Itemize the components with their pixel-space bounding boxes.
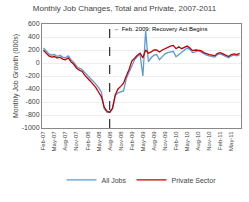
svg-text:Aug-07: Aug-07	[62, 131, 68, 151]
svg-text:← Feb. 2009: Recovery Act Begi: ← Feb. 2009: Recovery Act Begins	[114, 26, 207, 32]
svg-text:-400: -400	[26, 85, 40, 92]
svg-text:May-09: May-09	[140, 131, 146, 152]
svg-text:Feb-08: Feb-08	[85, 131, 91, 151]
svg-text:All Jobs: All Jobs	[102, 177, 127, 184]
svg-text:Aug-09: Aug-09	[151, 131, 157, 151]
svg-text:May-10: May-10	[184, 131, 190, 152]
svg-text:200: 200	[28, 46, 40, 53]
svg-text:Private Sector: Private Sector	[172, 177, 217, 184]
svg-text:May-11: May-11	[228, 131, 234, 151]
svg-text:Feb-07: Feb-07	[40, 131, 46, 151]
svg-text:Monthly Job Growth (000s): Monthly Job Growth (000s)	[12, 34, 20, 118]
svg-text:Aug-08: Aug-08	[107, 131, 113, 151]
svg-text:Monthly Job Changes, Total and: Monthly Job Changes, Total and Private, …	[33, 4, 217, 13]
svg-text:Nov-09: Nov-09	[162, 131, 168, 151]
svg-text:-800: -800	[26, 111, 40, 118]
svg-text:600: 600	[28, 20, 40, 27]
svg-text:Feb-11: Feb-11	[217, 131, 223, 150]
svg-text:-200: -200	[26, 72, 40, 79]
svg-text:-1000: -1000	[22, 124, 40, 131]
svg-text:Nov-08: Nov-08	[118, 131, 124, 151]
svg-text:0: 0	[36, 59, 40, 66]
svg-text:-600: -600	[26, 98, 40, 105]
svg-text:400: 400	[28, 33, 40, 40]
svg-text:May-07: May-07	[51, 131, 57, 152]
svg-text:Feb-09: Feb-09	[129, 131, 135, 151]
svg-text:Nov-07: Nov-07	[74, 131, 80, 151]
svg-text:Nov-10: Nov-10	[206, 131, 212, 151]
svg-text:Aug-10: Aug-10	[195, 131, 201, 151]
svg-text:May-08: May-08	[96, 131, 102, 152]
svg-text:Feb-10: Feb-10	[173, 131, 179, 151]
